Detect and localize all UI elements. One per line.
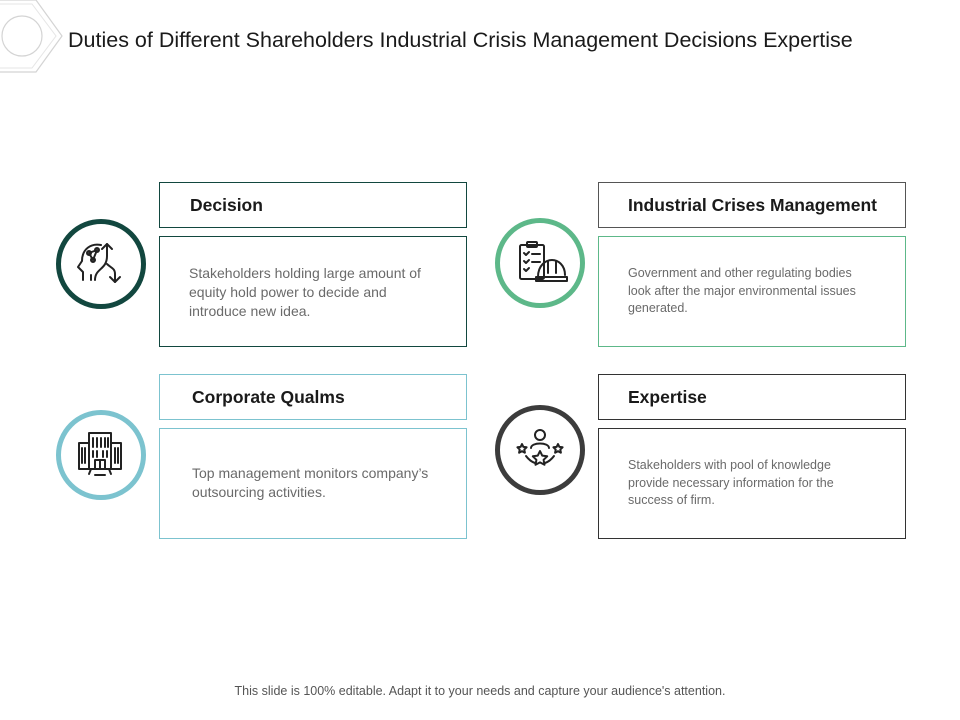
expertise-heading-box: Expertise [598, 374, 906, 420]
industrial-heading: Industrial Crises Management [628, 194, 877, 215]
office-building-icon [78, 432, 122, 476]
decision-icon-ring [56, 219, 146, 309]
industrial-body: Government and other regulating bodies l… [628, 266, 856, 315]
decision-body: Stakeholders holding large amount of equ… [189, 265, 421, 319]
expertise-heading: Expertise [628, 386, 707, 407]
corporate-icon-ring [56, 410, 146, 500]
decision-arrows-head-icon [77, 243, 121, 283]
expertise-icon-ring [495, 405, 585, 495]
decision-heading-box: Decision [159, 182, 467, 228]
decision-body-box: Stakeholders holding large amount of equ… [159, 236, 467, 347]
industrial-heading-box: Industrial Crises Management [598, 182, 906, 228]
clipboard-hardhat-icon [519, 241, 568, 282]
corporate-heading: Corporate Qualms [192, 386, 345, 407]
industrial-body-box: Government and other regulating bodies l… [598, 236, 906, 347]
corner-decoration [0, 0, 63, 73]
industrial-icon-ring [495, 218, 585, 308]
expertise-body-box: Stakeholders with pool of knowledge prov… [598, 428, 906, 539]
corporate-body-box: Top management monitors company’s outsou… [159, 428, 467, 539]
slide-footer: This slide is 100% editable. Adapt it to… [234, 684, 726, 698]
person-stars-icon [516, 429, 564, 466]
expertise-body: Stakeholders with pool of knowledge prov… [628, 458, 834, 507]
decision-heading: Decision [190, 194, 263, 215]
corporate-body: Top management monitors company’s outsou… [192, 465, 429, 500]
corporate-heading-box: Corporate Qualms [159, 374, 467, 420]
slide-title: Duties of Different Shareholders Industr… [68, 28, 853, 52]
